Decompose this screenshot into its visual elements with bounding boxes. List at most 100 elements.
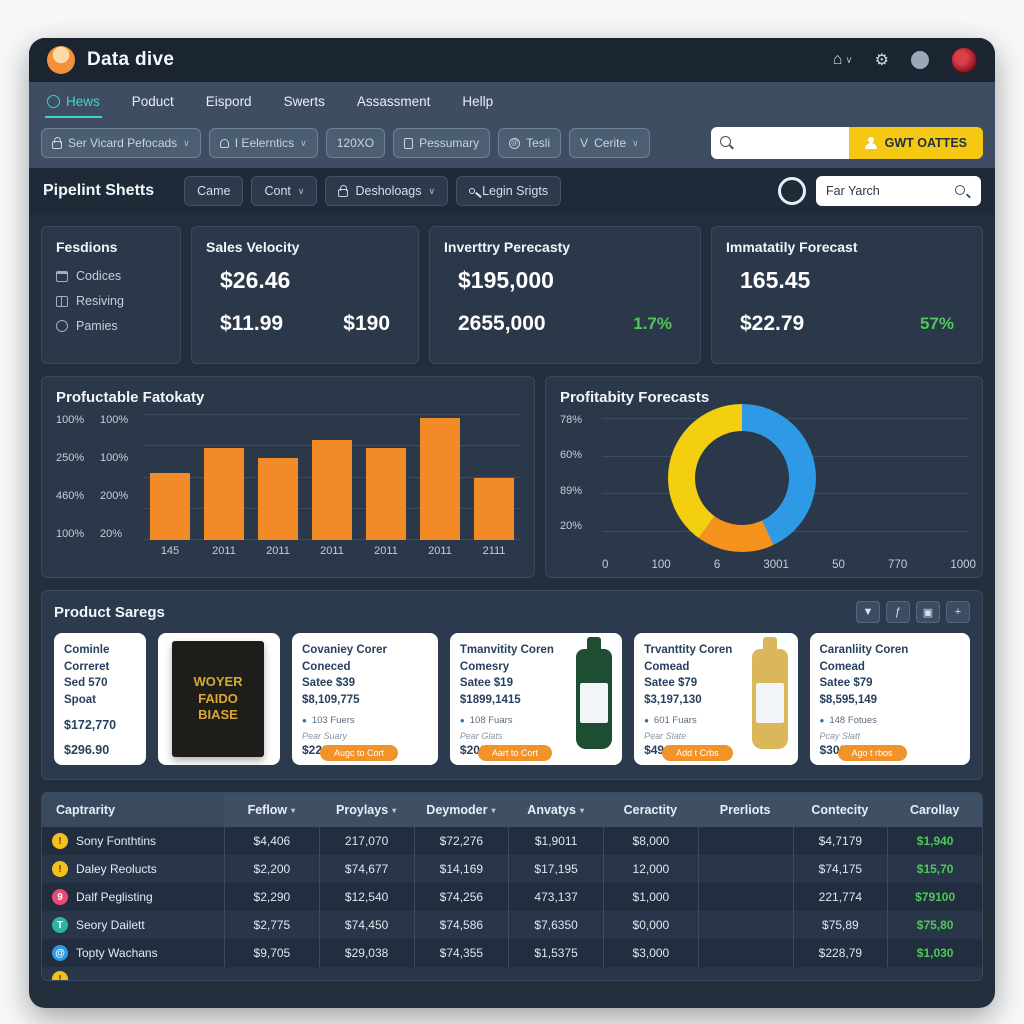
column-header[interactable]: Proylays ▾ <box>336 803 397 817</box>
status-indicator[interactable] <box>911 51 929 69</box>
grid-view-button[interactable]: ▣ <box>916 601 940 623</box>
nav-label: Poduct <box>131 94 174 109</box>
add-to-cart-button[interactable]: Aart to Cort <box>477 745 552 761</box>
product-card[interactable]: WOYER FAIDO BIASE <box>158 633 280 765</box>
table-row[interactable]: ! Sony Fonthtins $4,406 217,070 $72,276 $… <box>42 827 982 855</box>
table-cell <box>697 939 793 967</box>
table-row[interactable]: T Seory Dailett $2,775 $74,450 $74,586 $7… <box>42 911 982 939</box>
table-cell: $228,79 <box>792 939 888 967</box>
table-row[interactable]: @ Topty Wachans $9,705 $29,038 $74,355 $1… <box>42 939 982 967</box>
app-window: Data dive ⌂ ∨ ⚙ Hews Poduct Eispord Swer… <box>29 38 995 1008</box>
bar[interactable] <box>366 448 406 540</box>
chevron-down-icon: ∨ <box>428 185 436 196</box>
nav-item-poduct[interactable]: Poduct <box>130 86 176 118</box>
rating-dot-icon: ● <box>644 715 649 725</box>
item-label: Resiving <box>76 294 124 308</box>
global-search-input[interactable] <box>710 127 849 159</box>
bar[interactable] <box>420 417 460 540</box>
nav-item-assassment[interactable]: Assassment <box>355 86 433 118</box>
bar[interactable] <box>474 478 514 540</box>
nav-item-eispord[interactable]: Eispord <box>204 86 254 118</box>
filter-120xo-button[interactable]: 120XO <box>325 128 386 158</box>
bar[interactable] <box>258 458 298 540</box>
table-cell <box>697 883 793 911</box>
column-header[interactable]: Prerliots <box>719 803 771 817</box>
row-name: Dalf Peglisting <box>76 890 153 904</box>
settings-button[interactable]: ⚙ <box>875 50 889 70</box>
pipeline-toolbar: Pipelint Shetts Came Cont ∨ Desholoags ∨… <box>29 168 995 214</box>
nav-item-hellp[interactable]: Hellp <box>460 86 495 118</box>
nav-item-hews[interactable]: Hews <box>45 86 102 118</box>
user-icon <box>219 138 229 148</box>
table-row[interactable]: ! Daley Reolucts $2,200 $74,677 $14,169 $… <box>42 855 982 883</box>
download-button[interactable]: ▼ <box>856 601 880 623</box>
product-title: Caranliity Coren Comead Satee $79 $8,595… <box>819 644 909 707</box>
add-to-cart-button[interactable]: Augc to Cort <box>320 745 399 761</box>
kpi-primary-value: 165.45 <box>740 267 811 293</box>
sort-icon: ▾ <box>579 805 584 815</box>
download-icon: ▼ <box>862 606 874 618</box>
product-card[interactable]: Cominle Correret Sed 570 Spoat $172,770 … <box>54 633 146 765</box>
fesdions-item-pamies[interactable]: Pamies <box>56 319 166 333</box>
donut-x-axis: 0 100 6 3001 50 770 1000 <box>601 559 976 571</box>
kpi-title: Sales Velocity <box>206 239 300 255</box>
cta-label: GWT OATTES <box>884 136 967 150</box>
nav-item-swerts[interactable]: Swerts <box>282 86 327 118</box>
column-header[interactable]: Feflow ▾ <box>247 803 296 817</box>
table-cell: $75,89 <box>792 911 888 939</box>
product-subtext: Pear Slate <box>644 730 687 741</box>
fesdions-item-codices[interactable]: Codices <box>56 269 166 283</box>
bar[interactable] <box>204 448 244 540</box>
bar[interactable] <box>312 440 352 540</box>
function-button[interactable]: ƒ <box>886 601 910 623</box>
table-row[interactable]: 9 Dalf Peglisting $2,290 $12,540 $74,256 … <box>42 883 982 911</box>
product-subtext: Pcay Slatt <box>819 730 861 741</box>
column-header[interactable]: Contecity <box>811 803 869 817</box>
column-header[interactable]: Deymoder ▾ <box>426 803 496 817</box>
column-header[interactable]: Ceractity <box>623 803 678 817</box>
filter-tesli-button[interactable]: @ Tesli <box>498 128 562 158</box>
sort-icon: ▾ <box>392 805 397 815</box>
kpi-secondary-value: $11.99 <box>220 312 284 335</box>
column-header[interactable]: Carollay <box>909 803 960 817</box>
hews-icon <box>47 95 60 108</box>
product-card[interactable]: Trvanttity Coren Comead Satee $79 $3,197… <box>634 633 798 765</box>
pipeline-search-input[interactable] <box>816 176 981 206</box>
add-button[interactable]: + <box>946 601 970 623</box>
row-name: Sony Fonthtins <box>76 834 157 848</box>
desholoags-dropdown[interactable]: Desholoags ∨ <box>325 176 449 206</box>
kpi-title: Inverttry Perecasty <box>444 239 571 255</box>
product-image-green-bottle <box>576 637 613 749</box>
product-card[interactable]: Tmanvitity Coren Comesry Satee $19 $1899… <box>449 633 623 765</box>
cont-dropdown[interactable]: Cont ∨ <box>251 176 318 206</box>
product-card[interactable]: Covaniey Corer Coneced Satee $39 $8,109,… <box>292 633 438 765</box>
column-header[interactable]: Captrarity <box>42 793 224 827</box>
table-row-partial[interactable]: ! <box>42 967 982 980</box>
legin-srigts-button[interactable]: Legin Srigts <box>456 176 562 206</box>
chart-title: Profuctable Fatokaty <box>56 389 205 406</box>
filter-eelerntics-dropdown[interactable]: I Eelerntics ∨ <box>208 128 318 158</box>
ring-button[interactable] <box>778 177 806 205</box>
filter-label: Pessumary <box>419 136 480 150</box>
column-header[interactable]: Anvatys ▾ <box>527 803 584 817</box>
button-label: Came <box>197 184 231 198</box>
app-logo-avatar[interactable] <box>47 46 75 74</box>
came-button[interactable]: Came <box>184 176 244 206</box>
bar[interactable] <box>150 473 190 540</box>
table-cell: $7,6350 <box>508 911 603 939</box>
user-avatar[interactable] <box>951 47 977 73</box>
rating-dot-icon: ● <box>459 715 465 725</box>
rating-dot-icon: ● <box>819 715 825 725</box>
add-to-cart-button[interactable]: Ago t rbos <box>837 745 907 761</box>
filter-cerite-dropdown[interactable]: V Cerite ∨ <box>569 128 650 158</box>
fesdions-item-resiving[interactable]: Resiving <box>56 294 166 308</box>
profit-donut[interactable] <box>667 404 816 552</box>
cta-button[interactable]: GWT OATTES <box>848 127 983 159</box>
add-to-cart-button[interactable]: Add t Crbs <box>662 745 733 761</box>
at-icon: @ <box>509 137 521 149</box>
filter-servicard-dropdown[interactable]: Ser Vicard Pefocads ∨ <box>41 128 201 158</box>
product-card[interactable]: Caranliity Coren Comead Satee $79 $8,595… <box>809 633 970 765</box>
home-menu-button[interactable]: ⌂ ∨ <box>833 51 853 69</box>
kpi-title: Immatatily Forecast <box>726 239 858 255</box>
filter-pessumary-button[interactable]: Pessumary <box>393 128 491 158</box>
